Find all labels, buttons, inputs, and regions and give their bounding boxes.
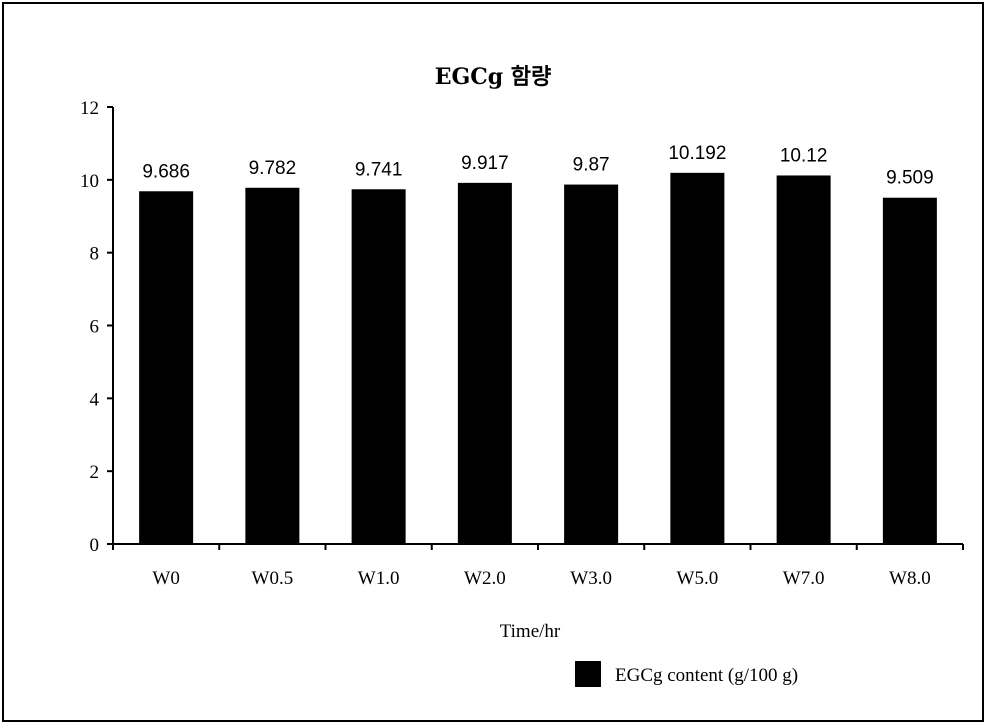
bar-W2.0 — [457, 182, 512, 545]
y-tick-label: 0 — [90, 535, 100, 556]
legend-label: EGCg content (g/100 g) — [615, 665, 798, 686]
bar-W1.0 — [351, 189, 406, 544]
x-tick-label: W0 — [152, 568, 179, 589]
bar-W7.0 — [776, 175, 831, 545]
x-tick-label: W5.0 — [677, 568, 719, 589]
data-label: 9.87 — [573, 155, 610, 176]
legend-swatch — [575, 661, 601, 687]
x-tick-label: W2.0 — [464, 568, 506, 589]
bar-W5.0 — [670, 172, 725, 544]
chart-title: EGCg 함량 — [435, 64, 552, 90]
data-label: 10.192 — [668, 143, 726, 164]
legend: EGCg content (g/100 g) — [575, 661, 798, 687]
y-tick-label: 10 — [80, 171, 99, 192]
bar-series — [139, 172, 937, 545]
data-label: 9.686 — [142, 161, 190, 182]
x-tick-label: W0.5 — [252, 568, 294, 589]
y-tick-label: 12 — [80, 98, 99, 119]
y-axis: 0 2 4 6 8 10 12 — [80, 98, 114, 556]
x-tick-label: W1.0 — [358, 568, 400, 589]
data-label: 9.509 — [886, 168, 934, 189]
data-labels: 9.686 9.782 9.741 9.917 9.87 10.192 10.12 9.509 — [142, 143, 933, 189]
data-label: 9.741 — [355, 159, 403, 180]
x-axis-title: Time/hr — [500, 621, 561, 642]
y-tick-label: 4 — [90, 389, 100, 410]
bar-W8.0 — [882, 197, 937, 544]
y-tick-label: 2 — [90, 462, 100, 483]
x-tick-label: W8.0 — [889, 568, 931, 589]
data-label: 10.12 — [780, 145, 828, 166]
bar-W0.5 — [245, 187, 300, 545]
x-tick-labels: W0 W0.5 W1.0 W2.0 W3.0 W5.0 W7.0 W8.0 — [152, 568, 930, 589]
data-label: 9.782 — [249, 158, 297, 179]
data-label: 9.917 — [461, 153, 509, 174]
y-tick-label: 6 — [90, 317, 100, 338]
x-tick-label: W7.0 — [783, 568, 825, 589]
x-tick-label: W3.0 — [570, 568, 612, 589]
x-axis — [112, 543, 964, 550]
y-tick-label: 8 — [90, 244, 100, 265]
bar-W3.0 — [564, 184, 619, 544]
bar-W0 — [139, 191, 194, 544]
